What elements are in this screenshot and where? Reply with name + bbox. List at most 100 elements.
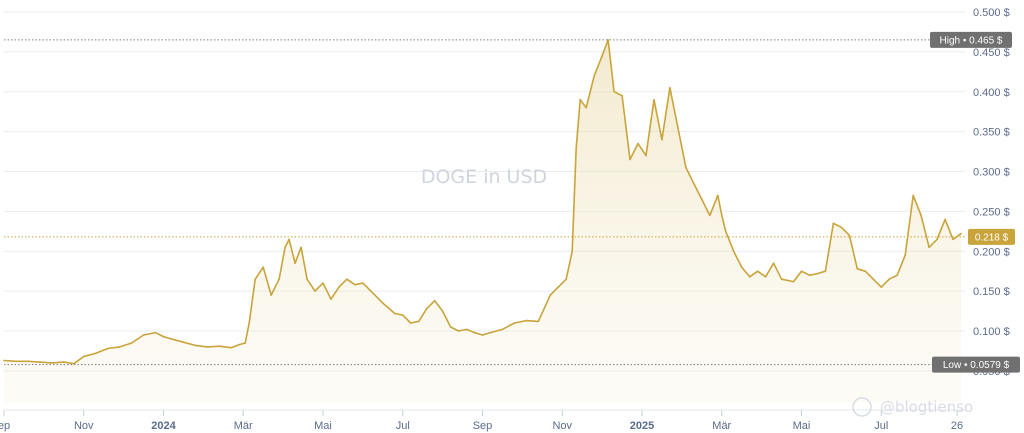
data-point <box>230 346 233 349</box>
data-point <box>872 278 875 281</box>
data-point <box>238 343 241 346</box>
x-tick-label: 2025 <box>630 420 654 432</box>
data-point <box>27 360 29 363</box>
x-tick-label: Mai <box>314 420 332 432</box>
data-point <box>748 276 751 278</box>
current-price-badge-text: 0.218 $ <box>975 232 1009 243</box>
data-point <box>382 302 384 304</box>
x-tick-label: Mär <box>712 420 731 432</box>
x-tick-label: Nov <box>74 420 94 432</box>
data-point <box>489 331 492 334</box>
data-point <box>513 322 516 324</box>
data-point <box>621 94 623 97</box>
data-point <box>473 331 476 334</box>
price-line <box>3 39 962 365</box>
data-point <box>262 266 265 269</box>
x-tick-label: Nov <box>552 420 572 432</box>
low-badge-text: Low • 0.0579 $ <box>943 360 1010 371</box>
data-point <box>63 361 65 363</box>
data-point <box>613 90 615 93</box>
data-point <box>920 214 922 217</box>
credit-text: @blogtienso <box>880 398 973 416</box>
y-tick-label: 0.250 $ <box>973 206 1010 218</box>
data-point <box>661 138 663 141</box>
data-point <box>792 280 795 283</box>
data-point <box>142 334 145 336</box>
data-point <box>832 222 835 225</box>
x-tick-label: 26 <box>951 420 963 432</box>
high-badge-bg <box>930 31 1012 48</box>
data-point <box>685 166 687 169</box>
data-point <box>330 298 332 300</box>
data-point <box>677 126 679 129</box>
data-point <box>194 344 197 347</box>
data-point <box>653 98 655 101</box>
x-tick-label: ep <box>0 420 10 432</box>
area-fill <box>4 39 961 403</box>
y-tick-label: 0.400 $ <box>973 87 1010 99</box>
data-point <box>182 341 185 344</box>
x-tick-label: Sep <box>473 420 493 432</box>
data-point <box>39 361 41 363</box>
data-point <box>740 266 743 269</box>
data-point <box>83 355 85 358</box>
data-point <box>206 346 209 348</box>
data-point <box>709 214 711 217</box>
data-point <box>864 270 867 273</box>
data-point <box>928 246 930 249</box>
data-point <box>575 146 577 149</box>
data-point <box>433 299 436 302</box>
data-point <box>162 335 165 338</box>
data-point <box>557 286 560 288</box>
y-tick-label: 0.150 $ <box>973 286 1010 298</box>
data-point <box>960 232 962 235</box>
x-tick-label: Jul <box>396 420 410 432</box>
data-point <box>732 250 735 253</box>
data-point <box>549 294 552 296</box>
data-point <box>772 262 775 265</box>
x-tick-label: Mai <box>793 420 811 432</box>
data-point <box>693 182 695 185</box>
data-point <box>370 290 372 292</box>
data-point <box>565 278 567 281</box>
data-point <box>338 286 340 288</box>
data-point <box>465 328 468 331</box>
data-point <box>824 270 827 273</box>
data-point <box>130 342 133 344</box>
credit-logo-icon <box>852 397 872 417</box>
current-price-badge-bg <box>968 228 1015 245</box>
data-point <box>270 294 273 296</box>
data-point <box>248 322 250 324</box>
data-point <box>409 322 412 324</box>
data-point <box>944 218 946 221</box>
data-point <box>880 286 883 288</box>
x-tick-label: Mär <box>234 420 253 432</box>
data-point <box>579 98 581 101</box>
data-point <box>585 106 587 109</box>
data-point <box>601 55 603 57</box>
data-point <box>106 347 109 350</box>
data-point <box>669 87 671 89</box>
data-point <box>362 282 364 284</box>
data-point <box>856 268 859 270</box>
low-badge-bg <box>932 356 1020 373</box>
data-point <box>402 314 404 316</box>
badges: High • 0.465 $ Low • 0.0579 $ 0.218 $ <box>930 31 1020 373</box>
data-point <box>284 246 286 249</box>
data-point <box>118 346 121 348</box>
data-point <box>254 278 256 281</box>
data-point <box>481 334 484 336</box>
data-point <box>170 338 173 340</box>
data-point <box>637 142 639 145</box>
data-point <box>816 272 819 275</box>
data-point <box>912 194 914 197</box>
data-point <box>848 234 851 237</box>
x-axis: ep Nov 2024 Mär Mai Jul Sep Nov 2025 Mär Mai Jul 26 <box>0 409 965 432</box>
data-point <box>441 310 444 312</box>
data-point <box>449 326 452 328</box>
reference-lines <box>4 39 965 366</box>
data-point <box>15 360 17 363</box>
data-point <box>571 250 573 253</box>
data-point <box>629 158 631 161</box>
